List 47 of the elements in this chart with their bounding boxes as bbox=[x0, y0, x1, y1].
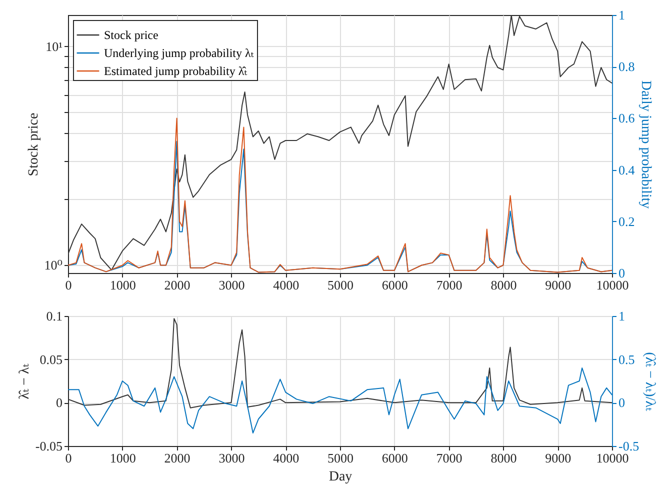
x-tick-label: 8000 bbox=[490, 450, 517, 466]
y-tick-label: 0.05 bbox=[40, 352, 62, 367]
y-tick-label: 0.1 bbox=[46, 308, 62, 324]
x-tick-label: 4000 bbox=[273, 450, 300, 466]
legend-label: Estimated jump probability λ̂ₜ bbox=[104, 64, 248, 78]
y2-tick-label: 0.8 bbox=[618, 59, 635, 74]
y2-tick-label: 1 bbox=[618, 308, 625, 324]
x-tick-label: 7000 bbox=[436, 450, 462, 466]
legend-label: Stock price bbox=[104, 28, 158, 42]
y2-tick-label: 1 bbox=[618, 8, 625, 22]
legend-label: Underlying jump probability λₜ bbox=[104, 46, 254, 60]
x-tick-label: 9000 bbox=[545, 278, 572, 292]
x-tick-label: 1000 bbox=[110, 278, 136, 292]
x-tick-label: 2000 bbox=[164, 278, 190, 292]
line-series bbox=[68, 15, 612, 270]
x-tick-label: 6000 bbox=[382, 450, 408, 466]
x-tick-label: 3000 bbox=[218, 278, 245, 292]
y-tick-label: 10⁰ bbox=[44, 258, 62, 273]
y2-tick-label: 0.6 bbox=[618, 110, 636, 126]
x-tick-label: 3000 bbox=[218, 450, 245, 466]
x-tick-label: 6000 bbox=[382, 278, 408, 292]
y-tick-label: 0 bbox=[56, 395, 62, 410]
x-tick-label: 8000 bbox=[490, 278, 517, 292]
x-tick-label: 1000 bbox=[110, 450, 136, 466]
y2-tick-label: 0.2 bbox=[618, 214, 635, 229]
x-tick-label: 5000 bbox=[328, 450, 354, 466]
x-tick-label: 5000 bbox=[328, 278, 354, 292]
y2-axis-title: Daily jump probability bbox=[638, 80, 653, 209]
y2-axis-title: (λ̂ₜ − λₜ)/λₜ bbox=[642, 352, 658, 412]
x-tick-label: 7000 bbox=[436, 278, 462, 292]
x-tick-label: 2000 bbox=[164, 450, 190, 466]
y2-tick-label: 0 bbox=[618, 395, 625, 410]
y2-tick-label: 0 bbox=[618, 266, 625, 280]
x-tick-label: 10000 bbox=[596, 278, 629, 292]
y-axis-title: Stock price bbox=[26, 112, 42, 176]
y-axis-title: λ̂ₜ − λₜ bbox=[17, 363, 32, 400]
y-tick-label: 10¹ bbox=[46, 38, 63, 54]
y2-tick-label: 0.5 bbox=[618, 352, 635, 367]
line-series bbox=[68, 318, 612, 408]
y2-tick-label: 0.4 bbox=[618, 162, 636, 178]
x-tick-label: 9000 bbox=[545, 450, 572, 466]
y-tick-label: -0.05 bbox=[35, 438, 62, 454]
x-axis-title: Day bbox=[328, 470, 352, 484]
x-tick-label: 4000 bbox=[273, 278, 300, 292]
y2-tick-label: -0.5 bbox=[618, 438, 640, 454]
x-tick-label: 10000 bbox=[596, 450, 629, 466]
line-series bbox=[68, 368, 612, 434]
